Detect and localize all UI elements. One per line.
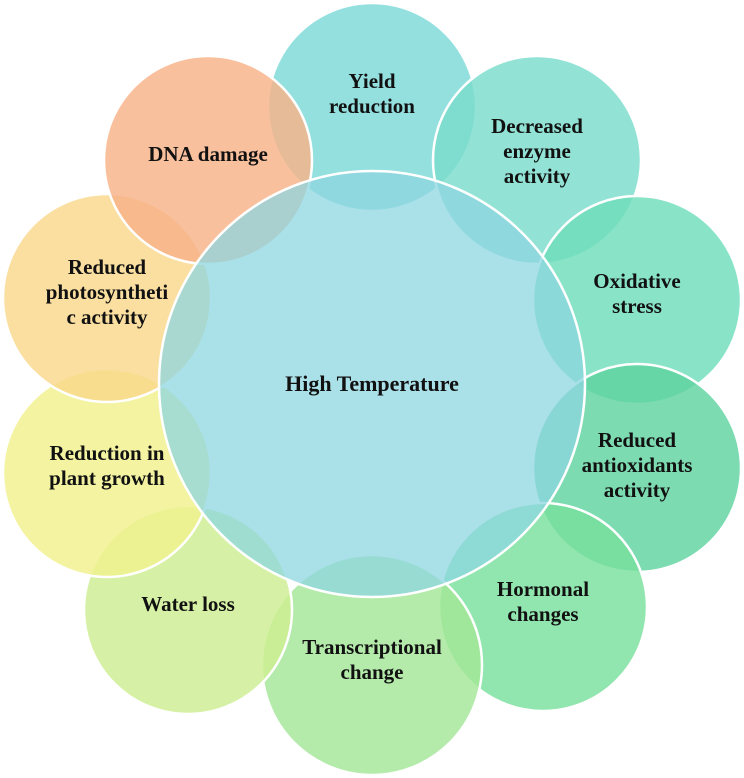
effect-label-line: DNA damage (148, 142, 268, 166)
effect-label: Reduced antioxidants activity (582, 428, 693, 502)
center-circle (157, 169, 587, 599)
effect-label-line: antioxidants (582, 453, 693, 477)
effect-label: DNA damage (148, 142, 268, 166)
effect-label-line: enzyme (503, 139, 571, 163)
effect-label-line: activity (604, 478, 671, 502)
effect-label: Decreased enzyme activity (491, 114, 583, 188)
effect-label: Hormonal changes (497, 577, 589, 626)
effect-label: Water loss (141, 592, 235, 616)
effect-label-line: Oxidative (593, 269, 681, 293)
effect-label-line: Reduced (68, 255, 146, 279)
center-label: High Temperature (285, 371, 459, 396)
effect-label-line: activity (504, 164, 571, 188)
effect-label: Reduction in plant growth (49, 441, 165, 490)
effect-label-line: plant growth (49, 466, 165, 490)
effect-label-line: Reduced (598, 428, 676, 452)
effect-label-line: Yield (348, 69, 395, 93)
effect-label-line: Transcriptional (302, 635, 442, 659)
effect-label-line: Reduction in (50, 441, 165, 465)
effect-label: Oxidative stress (593, 269, 681, 318)
effect-label-line: photosyntheti (46, 280, 169, 304)
effect-label: Reduced photosyntheti c activity (46, 255, 169, 329)
effect-label-line: changes (507, 602, 578, 626)
effect-label-line: reduction (329, 94, 415, 118)
effect-label-line: c activity (66, 305, 148, 329)
effect-label: Yield reduction (329, 69, 415, 118)
effect-label-line: Hormonal (497, 577, 589, 601)
effect-label-line: change (341, 660, 404, 684)
effect-label-line: stress (612, 294, 662, 318)
effect-label-line: Water loss (141, 592, 235, 616)
effect-label: Transcriptional change (302, 635, 442, 684)
effect-label-line: Decreased (491, 114, 583, 138)
